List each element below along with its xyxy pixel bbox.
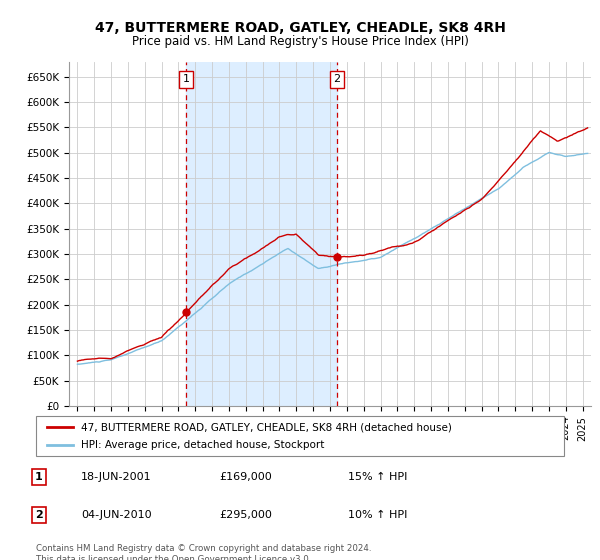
Text: 15% ↑ HPI: 15% ↑ HPI: [348, 472, 407, 482]
Text: 47, BUTTERMERE ROAD, GATLEY, CHEADLE, SK8 4RH: 47, BUTTERMERE ROAD, GATLEY, CHEADLE, SK…: [95, 21, 505, 35]
Text: Price paid vs. HM Land Registry's House Price Index (HPI): Price paid vs. HM Land Registry's House …: [131, 35, 469, 48]
Text: 2: 2: [35, 510, 43, 520]
Text: 1: 1: [35, 472, 43, 482]
Text: 18-JUN-2001: 18-JUN-2001: [81, 472, 152, 482]
Bar: [186, 62, 337, 406]
Text: 10% ↑ HPI: 10% ↑ HPI: [348, 510, 407, 520]
Text: Contains HM Land Registry data © Crown copyright and database right 2024.
This d: Contains HM Land Registry data © Crown c…: [36, 544, 371, 560]
Text: £295,000: £295,000: [219, 510, 272, 520]
Text: 04-JUN-2010: 04-JUN-2010: [81, 510, 152, 520]
FancyBboxPatch shape: [36, 416, 564, 456]
Text: £169,000: £169,000: [219, 472, 272, 482]
Text: 1: 1: [182, 74, 190, 85]
Text: HPI: Average price, detached house, Stockport: HPI: Average price, detached house, Stoc…: [81, 440, 324, 450]
Text: 47, BUTTERMERE ROAD, GATLEY, CHEADLE, SK8 4RH (detached house): 47, BUTTERMERE ROAD, GATLEY, CHEADLE, SK…: [81, 422, 452, 432]
Text: 2: 2: [334, 74, 341, 85]
